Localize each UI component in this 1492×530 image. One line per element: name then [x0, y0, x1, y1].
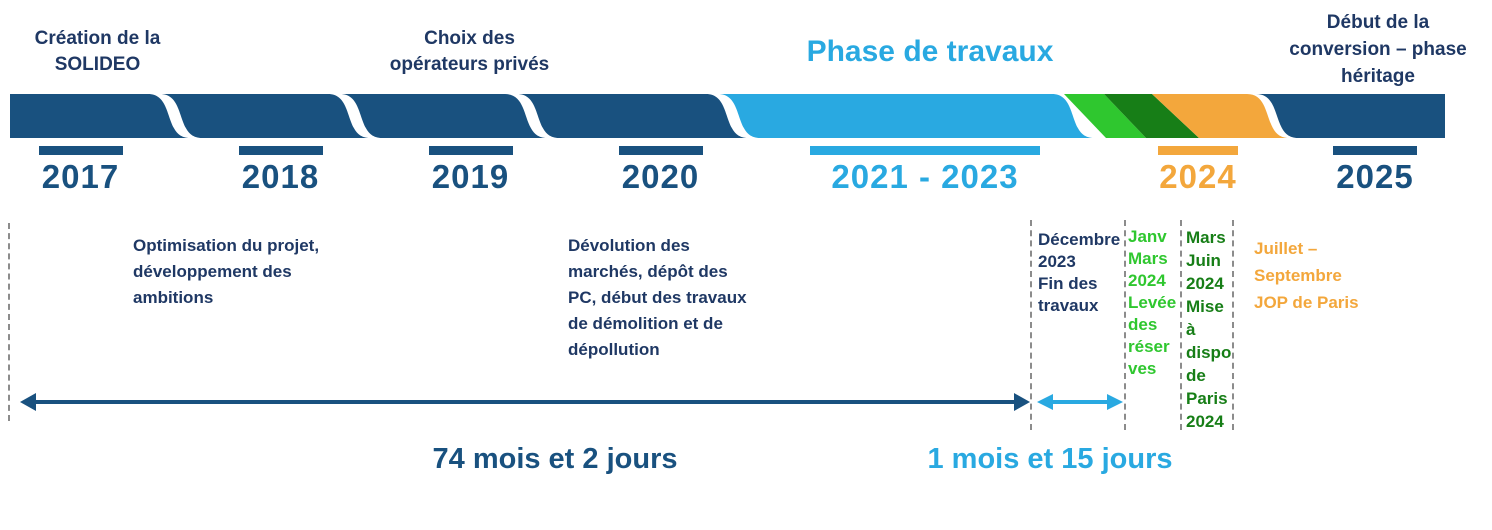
divider-levee-reserves	[1124, 220, 1126, 430]
year-marker-2020: 2020	[598, 146, 723, 195]
note-optimisation-projet: Optimisation du projet, développement de…	[133, 236, 320, 307]
duration-arrow-phase1-left-head	[20, 393, 36, 411]
duration-arrow-phase1-right-head	[1014, 393, 1030, 411]
year-bar-2021-2023	[810, 146, 1040, 155]
year-bar-2024	[1158, 146, 1238, 155]
phase-label-creation-solideo: Création de la SOLIDEO	[34, 28, 161, 75]
ribbon-segment-2025	[1256, 94, 1445, 138]
ribbon-segment-2017	[10, 94, 190, 138]
year-label-2024: 2024	[1159, 158, 1237, 195]
divider-fin-travaux	[1030, 220, 1032, 430]
year-bar-2019	[428, 146, 513, 155]
year-bar-2020	[618, 146, 703, 155]
year-marker-2018: 2018	[218, 146, 343, 195]
note-fin-des-travaux: Décembre 2023 Fin des travaux	[1038, 230, 1121, 315]
year-label-2020: 2020	[621, 158, 700, 195]
divider-jop	[1232, 220, 1234, 430]
note-jop-de-paris: Juillet – Septembre JOP de Paris	[1254, 239, 1359, 312]
year-label-2018: 2018	[241, 158, 320, 195]
duration-label-phase2: 1 mois et 15 jours	[927, 443, 1173, 475]
year-marker-2019: 2019	[408, 146, 533, 195]
duration-arrow-phase2-right-head	[1107, 394, 1123, 410]
ribbon-segment-2019	[340, 94, 547, 138]
phase-label-phase-travaux: Phase de travaux	[806, 35, 1054, 68]
ribbon-segment-travaux	[718, 94, 1094, 138]
ribbon-band-levee-reserves	[1064, 94, 1146, 138]
divider-start	[8, 223, 10, 421]
year-marker-2017: 2017	[18, 146, 143, 195]
year-label-2017: 2017	[41, 158, 120, 195]
duration-arrow-phase2-left-head	[1037, 394, 1053, 410]
divider-mise-a-dispo	[1180, 220, 1182, 430]
note-devolution-marches: Dévolution des marchés, dépôt des PC, dé…	[568, 236, 747, 359]
ribbon-segment-2020	[517, 94, 748, 138]
year-bar-2017	[38, 146, 123, 155]
year-bar-2025	[1333, 146, 1417, 155]
year-label-2021-2023: 2021 - 2023	[831, 158, 1019, 195]
duration-label-phase1: 74 mois et 2 jours	[432, 443, 678, 475]
year-bar-2018	[238, 146, 323, 155]
ribbon-segment-2018	[160, 94, 370, 138]
phase-label-conversion-heritage: Début de la conversion – phase héritage	[1289, 12, 1467, 87]
year-label-2025: 2025	[1336, 158, 1414, 195]
year-marker-2025: 2025	[1315, 146, 1435, 195]
year-marker-2024: 2024	[1140, 146, 1256, 195]
year-marker-2021-2023: 2021 - 2023	[810, 146, 1040, 195]
note-levee-des-reserves: Janv Mars 2024 Levée des réser ves	[1128, 227, 1177, 378]
ribbon-band-mise-a-dispo	[1104, 94, 1199, 138]
note-mise-a-dispo-paris-2024: Mars Juin 2024 Mise à dispo de Paris 202…	[1186, 228, 1232, 431]
year-label-2019: 2019	[431, 158, 510, 195]
phase-label-choix-operateurs: Choix des opérateurs privés	[389, 28, 550, 75]
ribbon-segment-jop-2024	[1152, 94, 1289, 138]
